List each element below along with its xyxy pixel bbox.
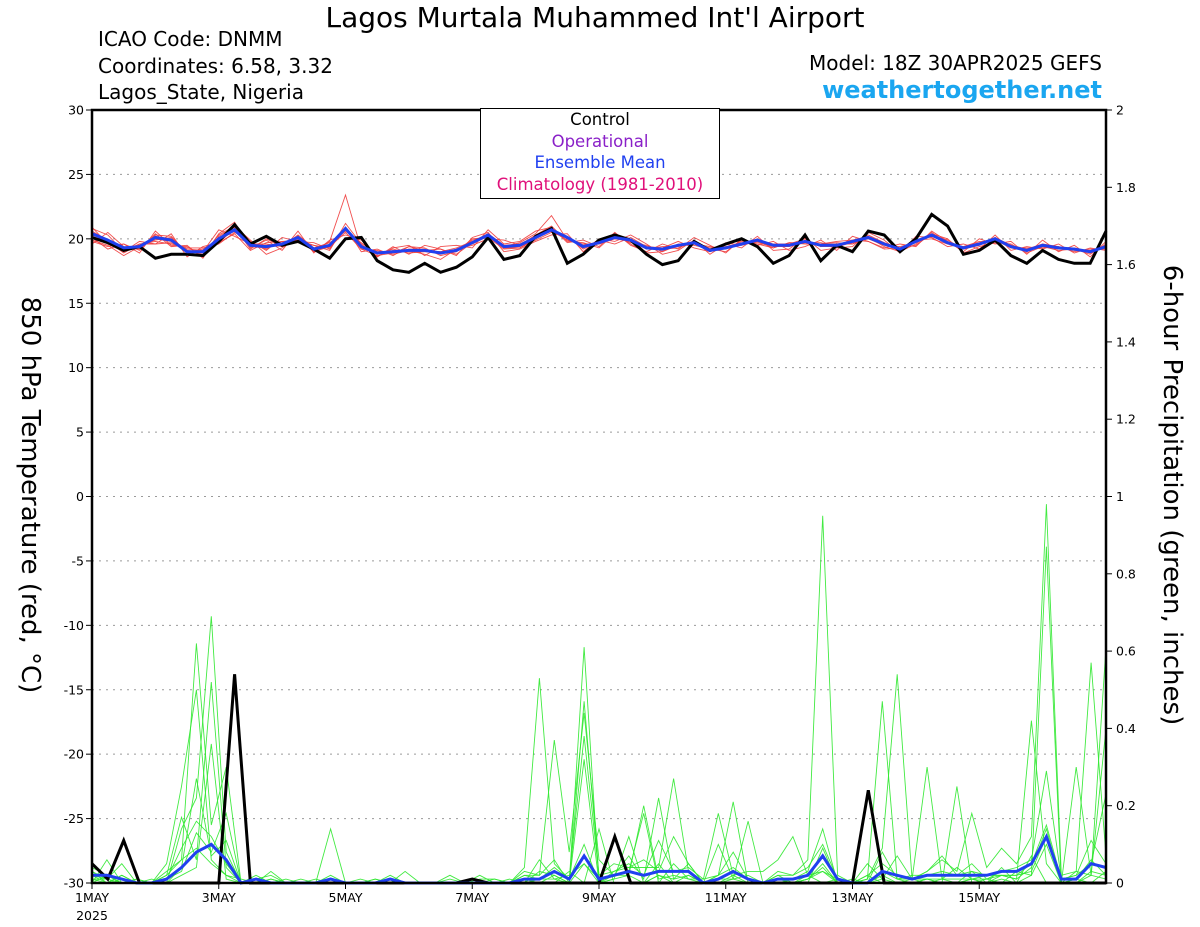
y-left-tick-label: 0 xyxy=(76,489,84,504)
y-left-tick-label: -25 xyxy=(64,811,84,826)
precipitation-ensemble-mean-line xyxy=(92,832,1107,885)
temperature-control-line xyxy=(91,212,1108,274)
y-left-tick-label: 30 xyxy=(68,103,84,118)
y-axis-right-label: 6-hour Precipitation (green, inches) xyxy=(1157,264,1187,726)
legend-climatology: Climatology (1981-2010) xyxy=(496,174,704,194)
precipitation-control-line xyxy=(90,674,1106,885)
y-right-tick-label: 1 xyxy=(1116,489,1124,504)
coordinates: Coordinates: 6.58, 3.32 xyxy=(98,54,333,78)
legend: Control Operational Ensemble Mean Climat… xyxy=(480,108,720,199)
y-left-tick-label: -5 xyxy=(72,553,84,568)
y-left-tick-label: -30 xyxy=(64,876,84,891)
x-tick-label: 11MAY xyxy=(705,890,747,905)
x-tick-sublabel: 2025 xyxy=(76,908,108,923)
x-tick-label: 9MAY xyxy=(582,890,616,905)
y-left-tick-label: -10 xyxy=(64,618,84,633)
x-tick-label: 3MAY xyxy=(202,890,236,905)
y-right-tick-label: 0.4 xyxy=(1116,721,1136,736)
x-tick-label: 15MAY xyxy=(958,890,1000,905)
y-left-tick-label: -20 xyxy=(64,747,84,762)
y-left-tick-label: -15 xyxy=(64,682,84,697)
region: Lagos_State, Nigeria xyxy=(98,80,304,104)
model-run: Model: 18Z 30APR2025 GEFS xyxy=(809,51,1102,75)
y-right-tick-label: 1.4 xyxy=(1116,334,1136,349)
x-tick-label: 1MAY xyxy=(75,890,109,905)
legend-ensemble-mean: Ensemble Mean xyxy=(534,153,666,172)
y-right-tick-label: 1.6 xyxy=(1116,257,1136,272)
x-tick-label: 7MAY xyxy=(455,890,489,905)
temperature-member-line xyxy=(91,193,1107,259)
x-tick-label: 5MAY xyxy=(329,890,363,905)
site-name: weathertogether.net xyxy=(822,76,1102,104)
page-title: Lagos Murtala Muhammed Int'l Airport xyxy=(325,1,865,34)
temperature-ensemble-mean-line xyxy=(91,226,1107,255)
y-right-tick-label: 0.2 xyxy=(1116,798,1136,813)
axes: 302520151050-5-10-15-20-25-3021.81.61.41… xyxy=(64,103,1136,924)
y-right-tick-label: 1.8 xyxy=(1116,180,1136,195)
legend-operational: Operational xyxy=(551,131,649,151)
y-left-tick-label: 15 xyxy=(68,296,84,311)
legend-control: Control xyxy=(570,110,630,129)
y-left-tick-label: 10 xyxy=(68,360,84,375)
x-tick-label: 13MAY xyxy=(832,890,874,905)
y-right-tick-label: 0 xyxy=(1116,876,1124,891)
temperature-ensemble-members xyxy=(91,193,1107,260)
y-right-tick-label: 2 xyxy=(1116,103,1124,118)
y-left-tick-label: 20 xyxy=(68,231,84,246)
icao-code: ICAO Code: DNMM xyxy=(98,27,283,51)
precipitation-member-line xyxy=(91,546,1107,884)
y-right-tick-label: 0.8 xyxy=(1116,566,1136,581)
y-axis-left-label: 850 hPa Temperature (red, °C) xyxy=(15,296,45,694)
y-right-tick-label: 0.6 xyxy=(1116,644,1136,659)
y-left-tick-label: 5 xyxy=(76,425,84,440)
highlighted-series xyxy=(90,212,1108,885)
y-left-tick-label: 25 xyxy=(68,167,84,182)
grid xyxy=(92,109,1106,884)
y-right-tick-label: 1.2 xyxy=(1116,412,1136,427)
temperature-member-line xyxy=(91,225,1107,260)
